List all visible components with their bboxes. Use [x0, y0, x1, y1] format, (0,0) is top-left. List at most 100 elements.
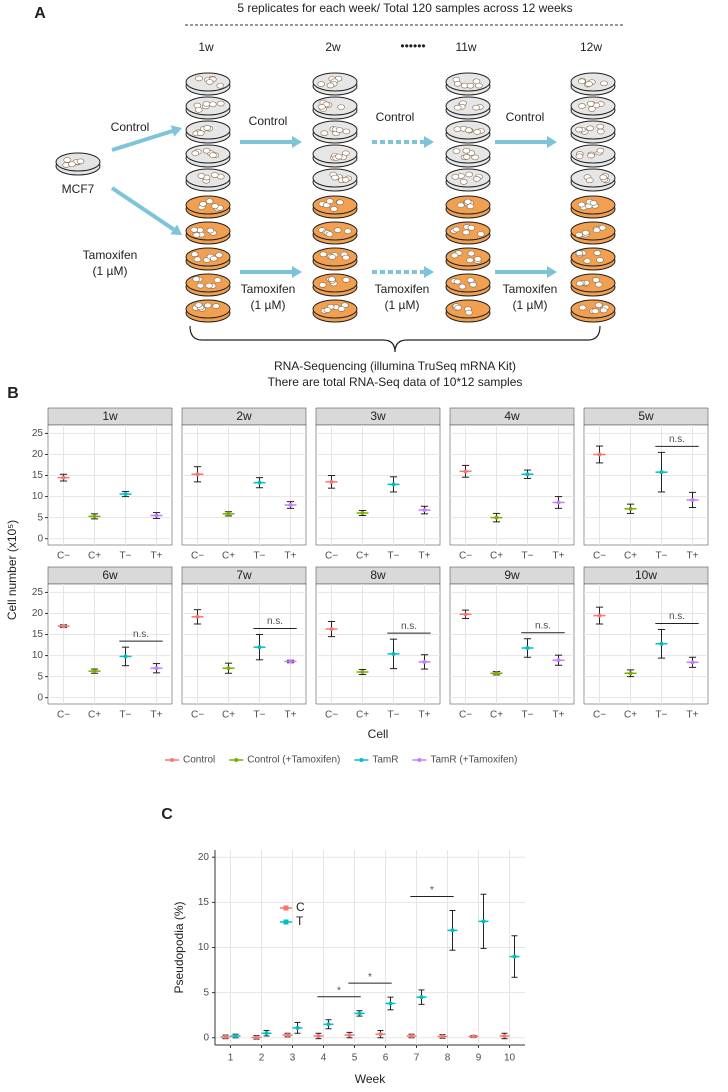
mean-point [440, 1034, 445, 1039]
facet-title: 9w [504, 568, 520, 582]
plot-area [47, 583, 173, 705]
mean-point [450, 928, 455, 933]
cell [578, 103, 586, 109]
brace [189, 325, 601, 353]
dish [570, 273, 616, 293]
week-label: 2w [325, 40, 341, 54]
cell [202, 101, 211, 107]
y-tick-label: 15 [32, 629, 44, 640]
cell [453, 278, 462, 285]
legend-label: C [296, 900, 305, 914]
cell [577, 201, 586, 208]
cell [202, 147, 211, 154]
cell [598, 224, 607, 231]
cell [594, 281, 603, 288]
x-tick-label: T+ [553, 710, 565, 721]
x-tick-label: C+ [88, 551, 101, 562]
cell [472, 78, 481, 85]
facet-title: 1w [102, 409, 118, 423]
cell [333, 227, 342, 233]
cell [459, 179, 468, 185]
mean-point [525, 646, 530, 650]
x-tick-label: T+ [553, 551, 565, 562]
x-tick-label: C− [191, 551, 204, 562]
cell [452, 148, 461, 154]
cell [336, 199, 344, 206]
cell [588, 106, 596, 112]
cell [576, 280, 584, 287]
x-tick-label: 4 [321, 1053, 327, 1064]
mean-point [512, 954, 517, 959]
annotation: n.s. [401, 621, 417, 632]
cell [586, 125, 594, 132]
y-tick-label: 10 [198, 942, 210, 953]
plot-area [47, 424, 173, 546]
arrow-label: Control [249, 114, 288, 128]
cell [216, 82, 225, 89]
cell [342, 128, 351, 135]
legend-dot [359, 758, 364, 762]
cell [462, 154, 471, 160]
mean-point [471, 1034, 476, 1039]
cell [216, 100, 225, 107]
cell [575, 232, 583, 238]
x-tick-label: C+ [222, 551, 235, 562]
cell [465, 171, 473, 178]
y-axis-label: Cell number (x10⁵) [5, 520, 19, 620]
x-tick-label: 1 [228, 1053, 234, 1064]
cell [456, 202, 465, 208]
arrow-sublabel: (1 µM) [385, 298, 420, 312]
mean-point [195, 614, 200, 619]
mean-point [233, 1033, 238, 1038]
x-axis-label: Week [355, 1072, 386, 1086]
cell [578, 78, 586, 85]
cell [472, 104, 480, 111]
x-tick-label: C− [325, 551, 338, 562]
x-tick-label: 7 [414, 1053, 420, 1064]
mean-point [288, 659, 293, 664]
cell [586, 100, 595, 107]
cell [581, 229, 590, 236]
cell [320, 130, 329, 136]
x-tick-label: T+ [687, 551, 699, 562]
mean-point [463, 612, 468, 617]
legend-label: Control (+Tamoxifen) [247, 755, 340, 766]
legend-dot [283, 919, 289, 925]
y-tick-label: 5 [37, 671, 43, 682]
arrow-head [170, 224, 182, 235]
x-tick-label: C+ [88, 710, 101, 721]
cell [597, 128, 605, 135]
arrow-head [547, 136, 557, 148]
cell [204, 302, 212, 309]
mean-point [223, 1034, 228, 1039]
mean-point [556, 500, 561, 505]
y-tick-label: 20 [32, 449, 44, 460]
cell [469, 281, 477, 288]
y-axis-label: Pseudopodia (%) [172, 901, 186, 993]
mean-point [123, 654, 128, 659]
arrow-head [292, 266, 302, 278]
cell [337, 104, 345, 110]
mean-point [326, 1022, 331, 1027]
mean-point [409, 1033, 414, 1038]
facet-title: 5w [638, 409, 654, 423]
annotation: * [337, 985, 341, 996]
plot-area [315, 424, 441, 546]
cell [211, 172, 219, 178]
cell [587, 152, 595, 159]
cell [575, 126, 583, 133]
mean-point [422, 659, 427, 664]
arrow-head [292, 136, 302, 148]
mean-point [195, 472, 200, 477]
cell [342, 254, 350, 261]
plot-area [181, 583, 307, 705]
cell [466, 257, 474, 264]
dish [445, 72, 491, 92]
cell [192, 276, 201, 282]
annotation: n.s. [535, 620, 551, 631]
arrow-label: Tamoxifen [241, 282, 296, 296]
mean-point [357, 1011, 362, 1016]
plot-area [583, 424, 709, 546]
cell [596, 257, 604, 263]
